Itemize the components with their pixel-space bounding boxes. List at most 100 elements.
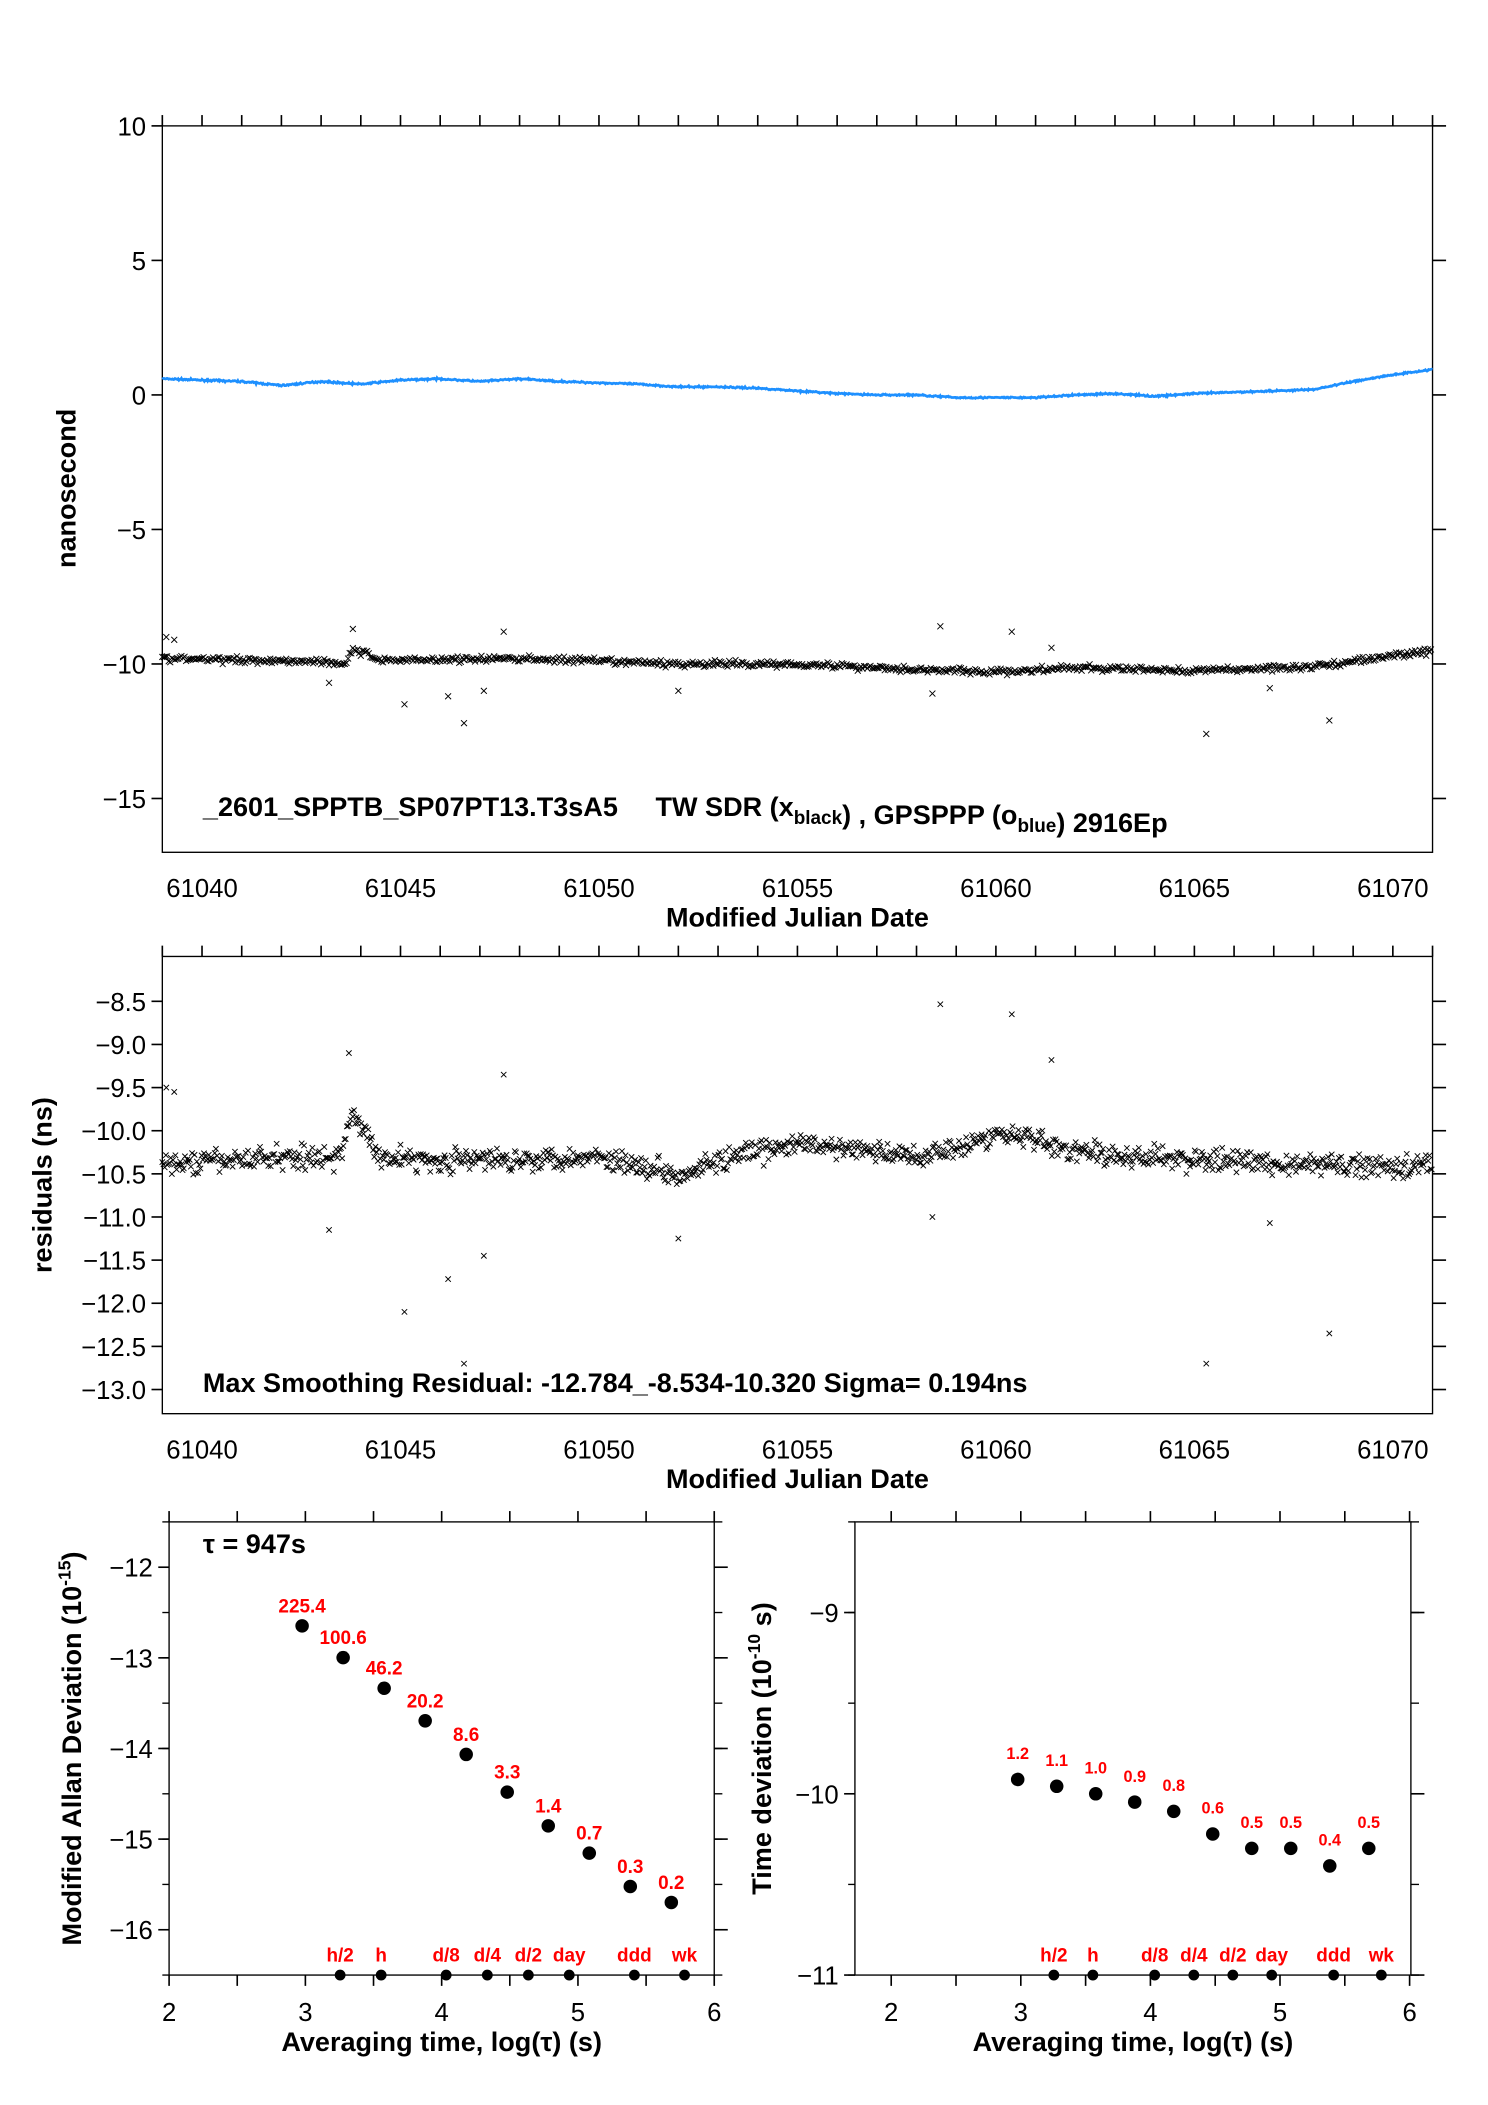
- residual-point: [341, 1136, 348, 1143]
- residual-point: [1351, 1156, 1358, 1163]
- residual-point: [853, 1154, 860, 1161]
- tw-sdr-outlier: [1008, 628, 1016, 635]
- averaging-time-marker: [1087, 1969, 1099, 1981]
- residual-point: [1047, 1142, 1054, 1149]
- residual-point: [418, 1157, 425, 1164]
- residual-point: [591, 1152, 598, 1159]
- residual-point: [1426, 1152, 1433, 1159]
- residual-point: [448, 1152, 455, 1159]
- residual-point: [873, 1152, 880, 1159]
- tw-sdr-point: [773, 664, 781, 671]
- y-tick-label: −14: [109, 1736, 153, 1764]
- deviation-point: [336, 1650, 350, 1665]
- tw-sdr-point: [1138, 663, 1146, 671]
- residual-point: [955, 1137, 963, 1144]
- tw-sdr-point: [1114, 663, 1122, 670]
- x-tick-label: 61055: [762, 1436, 833, 1464]
- residual-point: [828, 1135, 835, 1142]
- residual-point: [1169, 1165, 1176, 1172]
- residual-point: [802, 1146, 809, 1153]
- residual-point: [1408, 1167, 1415, 1174]
- tw-sdr-point: [1268, 668, 1276, 675]
- residual-point: [1004, 1139, 1011, 1146]
- tw-sdr-point: [1202, 668, 1209, 676]
- residual-point: [746, 1154, 753, 1161]
- residual-point: [1315, 1163, 1322, 1170]
- residual-point: [1015, 1127, 1022, 1134]
- tw-sdr-point: [1086, 660, 1093, 668]
- residual-point: [891, 1150, 898, 1157]
- residual-point: [342, 1135, 349, 1143]
- residual-point: [299, 1162, 306, 1169]
- residual-point: [197, 1165, 204, 1172]
- deviation-value-label: 0.8: [1162, 1777, 1185, 1795]
- legend-text: ) , GPSPPP (o: [842, 800, 1017, 830]
- y-tick-label: −15: [103, 786, 147, 814]
- residual-outlier: [675, 1235, 682, 1242]
- deviation-point: [295, 1619, 309, 1633]
- residual-point: [616, 1156, 623, 1163]
- tw-sdr-point: [1121, 666, 1128, 674]
- spacer: [618, 792, 656, 822]
- residual-point: [804, 1139, 811, 1146]
- residual-point: [711, 1152, 718, 1159]
- residual-point: [180, 1165, 187, 1172]
- residual-point: [884, 1140, 891, 1147]
- residual-point: [403, 1153, 410, 1160]
- deviation-point: [1323, 1859, 1337, 1873]
- tw-sdr-point: [1359, 653, 1366, 661]
- x-tick-label: 61055: [762, 875, 833, 903]
- residual-point: [1073, 1158, 1080, 1165]
- residual-outlier: [1203, 1360, 1210, 1367]
- residual-point: [1071, 1143, 1078, 1150]
- residual-point: [855, 1143, 862, 1150]
- tw-sdr-point: [1137, 663, 1144, 670]
- residual-point: [529, 1168, 536, 1175]
- residual-point: [235, 1152, 242, 1159]
- residual-point: [311, 1151, 318, 1158]
- residual-point: [173, 1166, 180, 1173]
- residual-point: [1064, 1156, 1071, 1163]
- residual-point: [442, 1154, 449, 1162]
- residual-point: [187, 1163, 194, 1170]
- residual-point: [620, 1157, 627, 1164]
- residual-point: [947, 1139, 954, 1146]
- residual-point: [471, 1149, 478, 1156]
- residual-point: [805, 1134, 812, 1141]
- y-axis-label: Time deviation (10-10 s): [744, 1602, 777, 1894]
- residual-point: [1420, 1161, 1427, 1168]
- residual-point: [641, 1163, 648, 1170]
- residual-point: [181, 1153, 188, 1160]
- residual-point: [833, 1156, 840, 1163]
- residual-point: [565, 1156, 572, 1163]
- residual-point: [393, 1158, 400, 1165]
- tw-sdr-point: [1172, 668, 1179, 675]
- residual-point: [678, 1168, 685, 1175]
- averaging-time-marker: [679, 1969, 690, 1981]
- y-tick-label: −12: [109, 1555, 153, 1583]
- residual-point: [279, 1166, 286, 1174]
- residual-point: [398, 1161, 405, 1168]
- residual-point: [788, 1139, 795, 1146]
- residual-point: [480, 1151, 487, 1159]
- residual-point: [192, 1169, 199, 1176]
- x-tick-label: 61045: [365, 1436, 436, 1464]
- residual-point: [537, 1164, 545, 1171]
- averaging-time-marker-label: h: [1087, 1946, 1099, 1967]
- tw-sdr-point: [497, 654, 504, 661]
- y-tick-label: −10: [795, 1781, 839, 1809]
- y-axis-label: nanosecond: [52, 409, 82, 568]
- residual-outlier: [1048, 1056, 1055, 1064]
- residual-point: [1067, 1155, 1074, 1162]
- tw-sdr-point: [1197, 667, 1205, 674]
- averaging-time-marker-label: h/2: [326, 1946, 353, 1967]
- residual-point: [1082, 1146, 1089, 1153]
- residual-point: [330, 1168, 337, 1175]
- residual-point: [296, 1150, 303, 1157]
- residual-point: [655, 1152, 662, 1159]
- residual-point: [351, 1107, 358, 1114]
- residual-point: [622, 1152, 629, 1159]
- residual-point: [1384, 1168, 1391, 1175]
- residual-point: [699, 1166, 707, 1173]
